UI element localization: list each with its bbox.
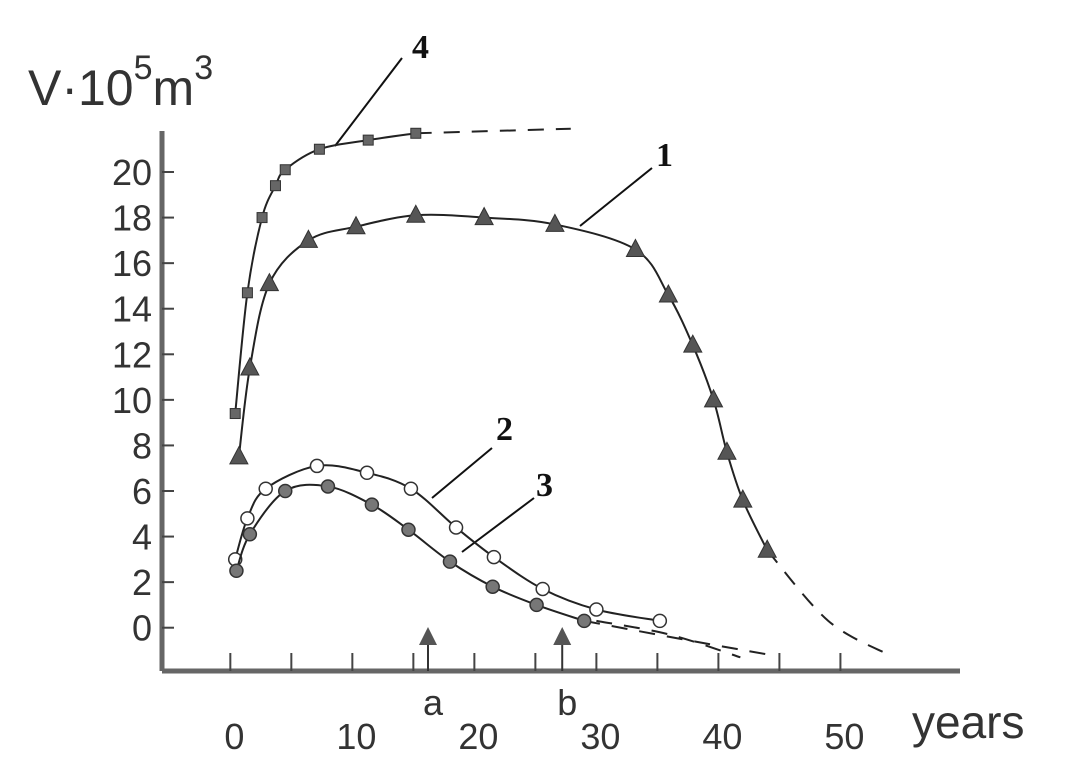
arrow-head (419, 627, 437, 645)
x-tick-label: 20 (458, 716, 498, 757)
series-line (234, 132, 416, 414)
marker (732, 489, 753, 508)
extrapolated-line (415, 127, 571, 135)
y-axis-label: V·105m3 (28, 49, 213, 116)
marker (401, 522, 416, 537)
arrow-head (553, 627, 572, 645)
y-tick-label: 16 (112, 243, 152, 284)
x-tick-label: 40 (702, 716, 742, 757)
y-tick-label: 18 (112, 198, 152, 239)
y-label-unit-exp: 3 (194, 49, 213, 87)
y-tick-label: 14 (112, 289, 152, 330)
marker (405, 204, 426, 223)
marker (682, 334, 703, 353)
y-tick-label: 12 (112, 334, 152, 375)
marker (485, 579, 500, 594)
y-label-unit: m (153, 60, 195, 116)
marker (545, 213, 565, 232)
y-tick-label: 20 (112, 152, 152, 193)
series-label: 4 (412, 29, 429, 66)
marker (576, 613, 592, 629)
marker (298, 229, 319, 248)
x-tick-label: 50 (824, 716, 864, 757)
marker (757, 539, 778, 558)
marker (229, 563, 244, 578)
x-tick-label: 0 (224, 716, 244, 757)
y-tick-label: 0 (132, 608, 152, 649)
marker (486, 549, 502, 565)
series-line (235, 483, 585, 622)
leader-line (431, 447, 493, 499)
marker (474, 206, 494, 226)
marker (589, 602, 604, 617)
x-tick-label: 30 (580, 716, 620, 757)
marker (277, 483, 293, 499)
series-label: 3 (536, 467, 553, 504)
marker (240, 356, 260, 376)
series-line (234, 464, 661, 622)
marker (410, 127, 422, 139)
marker (448, 520, 464, 535)
marker (279, 164, 291, 176)
marker (362, 134, 374, 146)
marker (658, 283, 679, 303)
marker (403, 481, 419, 496)
y-tick-label: 8 (132, 425, 152, 466)
x-tick-label: 10 (336, 716, 376, 757)
marker (359, 465, 375, 481)
marker (535, 581, 550, 597)
marker (346, 215, 366, 235)
marker (529, 597, 544, 613)
series-label: 1 (656, 137, 673, 174)
y-tick-label: 6 (132, 471, 152, 512)
y-label-exp: 5 (134, 49, 153, 87)
arrow-label: a (423, 682, 444, 723)
marker (229, 445, 249, 465)
y-label-base: V·10 (28, 60, 134, 116)
marker (442, 554, 458, 569)
y-tick-label: 4 (132, 517, 152, 558)
marker (256, 212, 268, 224)
marker (269, 180, 281, 192)
marker (309, 458, 325, 474)
y-tick-label: 2 (132, 562, 152, 603)
x-axis-label: years (912, 696, 1024, 748)
marker (241, 287, 253, 299)
marker (364, 497, 380, 512)
marker (320, 479, 336, 494)
marker (242, 527, 258, 542)
y-tick-label: 10 (112, 380, 152, 421)
marker (258, 481, 273, 496)
marker (652, 613, 668, 629)
marker (717, 441, 737, 460)
series-label: 2 (496, 411, 513, 448)
leader-line (334, 57, 403, 147)
marker (313, 143, 325, 155)
extrapolated-line (766, 549, 890, 656)
marker (229, 408, 241, 420)
marker (625, 238, 646, 257)
leader-line (461, 497, 535, 553)
marker (703, 388, 724, 408)
marker (259, 272, 280, 292)
series-line (237, 213, 769, 551)
extrapolated-line (583, 619, 772, 657)
leader-line (579, 167, 653, 227)
arrow-label: b (557, 682, 577, 723)
series-leaders (334, 57, 653, 553)
marker (240, 511, 255, 526)
